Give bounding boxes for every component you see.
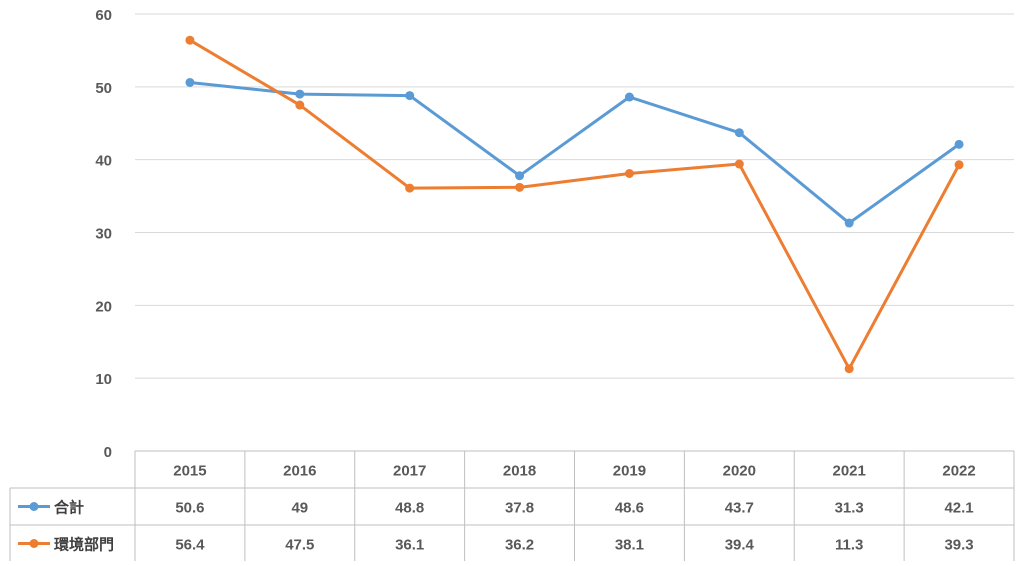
data-point [624,169,634,179]
category-label: 2021 [833,463,866,480]
data-label: 43.7 [725,500,754,517]
y-tick-label: 40 [95,153,112,170]
data-point [515,171,525,181]
data-label: 39.4 [725,537,755,554]
legend-label: 合計 [53,499,84,517]
series-line [188,38,961,371]
data-label: 47.5 [285,537,314,554]
gridlines [135,13,1014,379]
category-label: 2022 [942,463,975,480]
legend-label: 環境部門 [54,536,114,554]
data-label: 49 [291,500,308,517]
data-point [185,77,195,87]
data-point [844,218,854,228]
category-label: 2016 [283,463,316,480]
data-label: 31.3 [835,500,864,517]
category-label: 2018 [503,463,536,480]
y-tick-label: 20 [95,298,112,315]
data-point [405,91,415,101]
data-label: 37.8 [505,500,534,517]
data-point [844,364,854,374]
category-label: 2015 [173,463,206,480]
data-point [405,183,415,193]
data-label: 48.6 [615,500,644,517]
data-point [185,35,195,45]
data-point [295,89,305,99]
data-point [954,160,964,170]
series-lines [185,35,964,374]
data-point [295,100,305,110]
data-table: 2015 2016 2017 2018 2019 2020 2021 2022 合計 50.6 49… [9,450,1015,563]
y-tick-label: 10 [95,371,112,388]
y-tick-label: 0 [104,444,112,461]
category-label: 2017 [393,463,426,480]
data-label: 36.2 [505,537,534,554]
data-label: 11.3 [835,537,863,554]
data-point [624,92,634,102]
legend-marker [29,539,39,548]
category-label: 2020 [723,463,756,480]
y-tick-label: 30 [95,226,112,243]
data-label: 42.1 [944,500,973,517]
data-label: 39.3 [944,537,973,554]
y-tick-label: 50 [95,80,112,97]
legend-marker [29,502,39,511]
data-label: 36.1 [395,537,424,554]
data-label: 38.1 [615,537,644,554]
data-point [515,182,525,192]
y-tick-label: 60 [95,7,112,24]
data-label: 56.4 [175,537,205,554]
series-line [188,80,961,225]
data-point [734,159,744,169]
data-point [954,139,964,149]
y-axis-ticks: 0 10 20 30 40 50 60 [95,7,112,461]
category-label: 2019 [613,463,646,480]
data-point [734,128,744,138]
data-label: 50.6 [175,500,204,517]
data-label: 48.8 [395,500,424,517]
